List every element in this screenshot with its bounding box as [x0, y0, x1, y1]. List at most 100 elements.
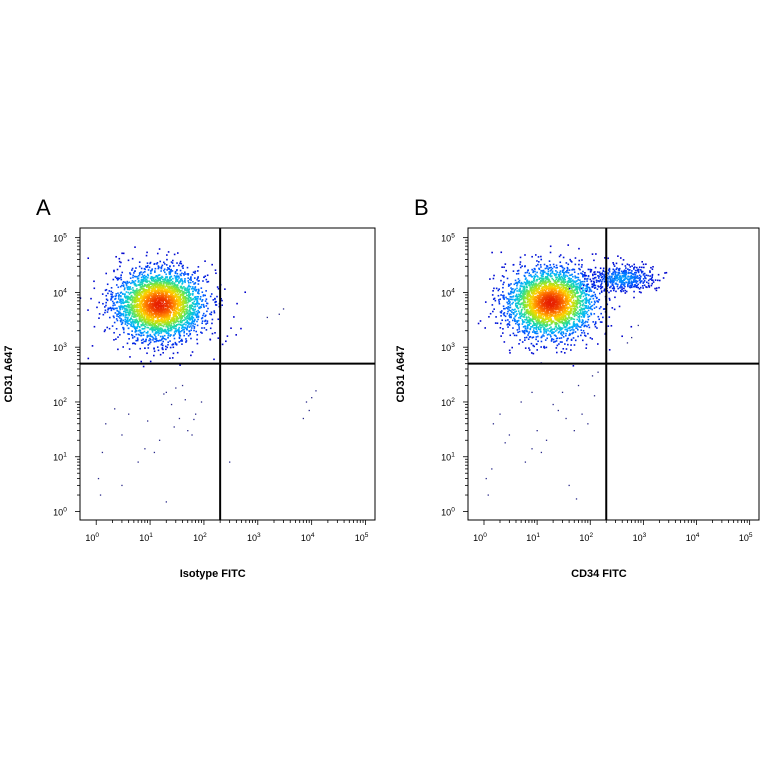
event-point: [189, 310, 191, 313]
event-point: [167, 328, 169, 330]
event-point: [206, 281, 208, 283]
event-point: [566, 321, 569, 323]
event-point: [244, 291, 247, 294]
event-point: [167, 300, 170, 303]
event-point: [547, 333, 550, 336]
event-point: [518, 300, 521, 303]
event-point: [539, 281, 542, 283]
event-point: [503, 314, 506, 317]
event-point: [537, 322, 539, 325]
event-point: [579, 284, 582, 286]
event-point: [549, 273, 552, 276]
event-point: [135, 313, 137, 316]
event-point: [120, 291, 123, 294]
event-point: [551, 272, 554, 274]
event-point: [586, 284, 588, 287]
event-point: [155, 332, 158, 334]
event-point: [591, 304, 594, 307]
event-point: [528, 312, 531, 315]
event-point: [522, 301, 525, 304]
event-point: [132, 274, 134, 277]
event-point: [537, 340, 539, 343]
event-point: [551, 277, 554, 280]
event-point: [516, 329, 519, 331]
event-point: [572, 325, 575, 327]
event-point: [147, 330, 149, 333]
event-point: [156, 282, 158, 285]
event-point: [162, 287, 164, 290]
event-point: [547, 274, 549, 276]
event-point: [128, 314, 131, 317]
event-point: [571, 269, 573, 271]
event-point: [579, 326, 582, 328]
event-point: [503, 341, 506, 343]
event-point: [144, 340, 147, 343]
event-point: [580, 324, 583, 327]
event-point: [204, 315, 206, 318]
event-point: [534, 283, 537, 286]
event-point: [178, 288, 180, 291]
event-point: [562, 278, 564, 280]
event-point: [143, 330, 146, 333]
event-point: [147, 269, 150, 271]
event-point: [149, 328, 152, 330]
event-point: [188, 315, 190, 318]
event-point: [541, 282, 543, 285]
event-point: [596, 300, 598, 302]
event-point: [134, 320, 137, 323]
event-point: [592, 321, 595, 323]
event-point: [125, 283, 128, 286]
event-point: [153, 303, 156, 305]
event-point: [172, 315, 175, 318]
event-point: [122, 281, 125, 283]
event-point: [577, 302, 580, 304]
event-point: [495, 287, 498, 290]
event-point: [177, 299, 180, 301]
event-point: [139, 288, 142, 291]
event-point: [550, 335, 552, 338]
event-point: [135, 267, 137, 269]
event-point: [532, 284, 534, 286]
event-point: [142, 334, 145, 336]
y-tick-label: 101: [53, 452, 67, 463]
event-point: [179, 291, 182, 293]
event-point: [117, 310, 120, 313]
event-point: [216, 286, 219, 288]
event-point: [129, 356, 131, 358]
event-point: [155, 340, 157, 343]
event-point: [539, 329, 542, 331]
event-point: [164, 328, 166, 331]
event-point: [184, 321, 187, 324]
event-point: [540, 274, 543, 277]
event-point: [538, 268, 541, 271]
event-point: [171, 270, 174, 272]
event-point: [543, 271, 546, 274]
event-point: [160, 309, 162, 312]
event-point: [157, 329, 160, 332]
event-point: [575, 303, 578, 306]
event-point: [168, 318, 171, 321]
event-point: [130, 294, 133, 297]
event-point: [519, 289, 521, 292]
event-point: [514, 300, 517, 302]
event-point: [168, 320, 170, 323]
event-point: [536, 349, 539, 351]
event-point: [518, 281, 520, 284]
event-point: [157, 334, 160, 336]
event-point: [134, 327, 137, 330]
event-point: [573, 289, 575, 292]
event-point: [591, 294, 594, 297]
event-point: [546, 267, 548, 269]
event-point: [146, 318, 149, 321]
event-point: [128, 304, 131, 306]
event-point: [205, 278, 208, 281]
event-point: [555, 335, 557, 337]
event-point: [491, 294, 494, 296]
event-point: [183, 273, 185, 275]
event-point: [178, 290, 180, 292]
event-point: [201, 291, 204, 294]
event-point: [524, 313, 527, 316]
event-point: [142, 303, 144, 306]
event-point: [143, 297, 145, 300]
event-point: [158, 332, 161, 335]
